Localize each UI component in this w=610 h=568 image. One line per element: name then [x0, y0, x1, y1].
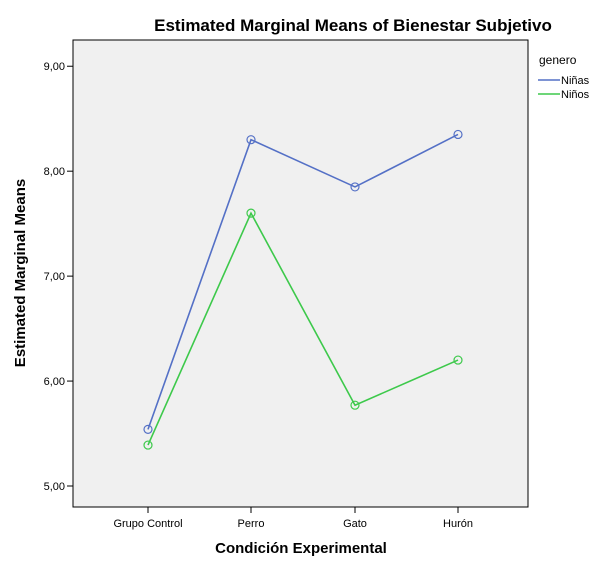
- plot-area: [72, 39, 529, 508]
- data-point-ninas: [453, 129, 463, 140]
- series-line-ninos: [147, 211, 459, 446]
- y-axis-label: Estimated Marginal Means: [12, 179, 29, 367]
- legend-title: genero: [539, 53, 577, 67]
- legend-label-ninas: Niñas: [561, 75, 590, 87]
- data-point-ninos: [143, 440, 153, 450]
- x-tick-label: Grupo Control: [113, 518, 182, 530]
- x-tick-label: Hurón: [443, 518, 473, 530]
- y-axis: 5,00 6,00 7,00 8,00 9,00: [44, 61, 73, 493]
- data-point-ninas: [246, 135, 256, 145]
- series-line-ninas: [147, 133, 459, 430]
- x-tick-label: Gato: [343, 518, 367, 530]
- data-point-ninos: [350, 400, 360, 410]
- chart-title: Estimated Marginal Means of Bienestar Su…: [154, 16, 552, 35]
- x-axis-label: Condición Experimental: [215, 540, 387, 557]
- data-point-ninos: [246, 208, 256, 218]
- data-point-ninas: [143, 424, 153, 434]
- legend: genero Niñas Niños: [538, 53, 590, 101]
- x-tick-label: Perro: [238, 518, 265, 530]
- legend-label-ninos: Niños: [561, 89, 590, 101]
- x-axis: Grupo Control Perro Gato Hurón: [113, 507, 473, 530]
- data-point-ninas: [350, 182, 360, 192]
- y-tick-label: 8,00: [44, 166, 65, 178]
- y-tick-label: 6,00: [44, 376, 65, 388]
- data-point-ninos: [453, 355, 463, 365]
- series-layer: [143, 129, 463, 450]
- y-tick-label: 5,00: [44, 481, 65, 493]
- y-tick-label: 7,00: [44, 271, 65, 283]
- y-tick-label: 9,00: [44, 61, 65, 73]
